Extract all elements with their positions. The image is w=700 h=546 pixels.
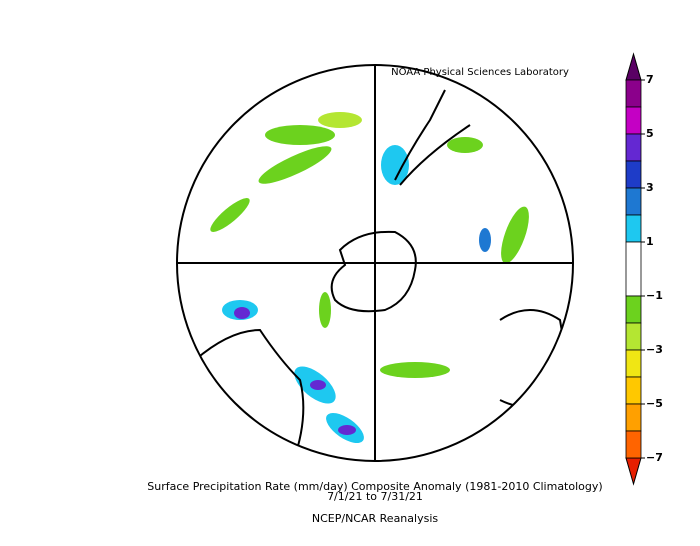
colorbar-band — [625, 160, 642, 189]
precip-field — [194, 89, 572, 461]
colorbar-band — [625, 403, 642, 432]
anomaly-blob — [210, 198, 250, 232]
africa-coast — [499, 309, 572, 408]
colorbar-band — [625, 106, 642, 135]
period: 7/1/21 to 7/31/21 — [327, 490, 423, 503]
colorbar-tick-label: 1 — [646, 235, 654, 248]
colorbar-tick-label: 5 — [646, 127, 654, 140]
colorbar-band — [625, 79, 642, 108]
colorbar-band — [625, 322, 642, 351]
colorbar-band — [625, 241, 642, 297]
figure-title: Surface Precipitation Rate (mm/day) Comp… — [147, 480, 602, 493]
source: NCEP/NCAR Reanalysis — [312, 512, 438, 525]
colorbar-tick-label: −3 — [646, 343, 663, 356]
colorbar-tick-label: −1 — [646, 289, 663, 302]
colorbar: 7 5 3 1 −1 −3 −5 −7 — [625, 52, 663, 486]
colorbar-tick-label: −7 — [646, 451, 663, 464]
colorbar-band — [625, 349, 642, 378]
colorbar-band — [625, 295, 642, 324]
colorbar-tick-label: −5 — [646, 397, 663, 410]
anomaly-blob — [318, 112, 362, 128]
anomaly-blob — [258, 146, 332, 184]
south-america-coast — [394, 89, 471, 186]
colorbar-band — [625, 376, 642, 405]
credit: NOAA Physical Sciences Laboratory — [391, 67, 569, 78]
colorbar-band — [625, 187, 642, 216]
colorbar-tick-label: 3 — [646, 181, 654, 194]
anomaly-blob — [447, 137, 483, 153]
anomaly-blob — [501, 206, 529, 264]
colorbar-over — [625, 52, 642, 81]
colorbar-band — [625, 214, 642, 243]
antarctica-coast — [330, 230, 417, 313]
anomaly-blob — [381, 145, 409, 185]
colorbar-tick-label: 7 — [646, 73, 654, 86]
anomaly-blob — [380, 362, 450, 378]
anomaly-blob — [319, 292, 331, 328]
colorbar-band — [625, 133, 642, 162]
anomaly-blob — [265, 125, 335, 145]
colorbar-under — [625, 457, 642, 486]
australia-coast — [194, 328, 305, 461]
anomaly-blob — [338, 425, 356, 435]
anomaly-blob — [234, 307, 250, 319]
anomaly-blob — [310, 380, 326, 390]
anomaly-blob — [479, 228, 491, 252]
colorbar-band — [625, 430, 642, 459]
